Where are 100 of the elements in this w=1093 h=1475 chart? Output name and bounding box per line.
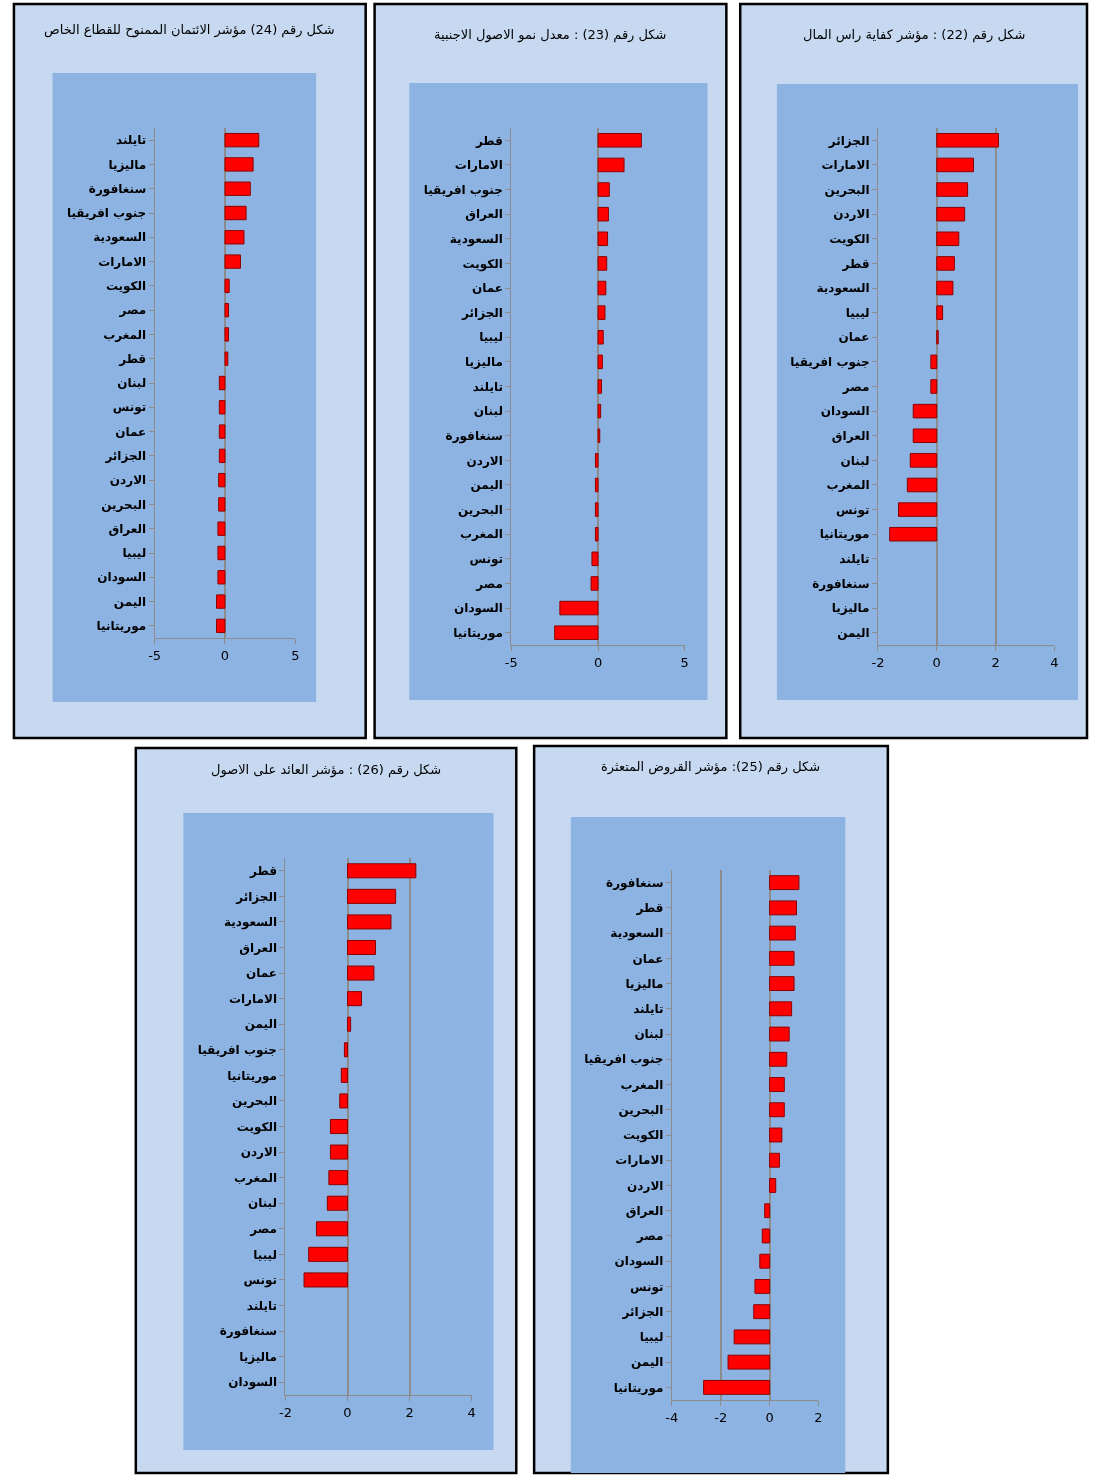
x-tick-label: 0 (593, 654, 603, 670)
x-tick-label: 5 (680, 654, 689, 670)
y-tick-label: قطر (118, 351, 147, 366)
bar (590, 576, 599, 591)
y-tick-label: مصر (841, 379, 870, 394)
bar (217, 570, 226, 585)
bar (769, 925, 796, 941)
bar (769, 1127, 783, 1143)
y-tick-label: العراق (239, 940, 278, 955)
bar (326, 1195, 349, 1211)
bar (224, 351, 229, 366)
y-tick-label: سنغافورة (445, 428, 503, 444)
bar (597, 354, 603, 370)
bar (559, 600, 599, 616)
chart-title: شكل رقم (22) : مؤشر كفاية راس المال (803, 27, 1026, 43)
y-tick-label: الامارات (615, 1153, 664, 1168)
y-tick-label: تايلند (633, 1002, 664, 1017)
bar (591, 551, 599, 567)
bar (936, 157, 974, 173)
y-tick-label: مصر (118, 303, 147, 318)
y-tick-label: الكويت (105, 279, 147, 295)
y-tick-label: اليمن (113, 594, 147, 609)
bar (224, 132, 260, 148)
y-tick-label: البحرين (458, 502, 503, 517)
bar (898, 502, 938, 517)
bar (224, 327, 229, 342)
y-tick-label: سنغافورة (606, 875, 664, 891)
bar (594, 453, 599, 468)
x-tick-label: -2 (871, 654, 885, 670)
bar (224, 230, 245, 245)
y-tick-label: قطر (249, 863, 278, 878)
x-tick-label: 5 (291, 647, 300, 663)
bar (769, 1001, 793, 1017)
y-tick-label: ماليزيا (831, 601, 870, 616)
bar (597, 133, 642, 148)
x-tick-label: 4 (467, 1404, 476, 1420)
y-tick-label: ليبيا (845, 305, 870, 320)
y-tick-label: مصر (475, 576, 503, 591)
y-tick-label: سنغافورة (219, 1324, 278, 1340)
bar (315, 1221, 349, 1237)
bar (329, 1144, 349, 1160)
y-tick-label: السودان (454, 601, 503, 617)
y-tick-label: موريتانيا (453, 625, 503, 641)
bar (769, 1077, 785, 1092)
bar (936, 305, 944, 320)
bar (218, 375, 226, 391)
x-tick-label: 0 (932, 654, 941, 670)
bar (930, 379, 938, 394)
bar (347, 888, 397, 904)
bar (727, 1354, 771, 1370)
y-tick-label: السعودية (449, 231, 503, 247)
y-tick-label: المغرب (826, 478, 870, 493)
y-tick-label: الامارات (228, 991, 278, 1006)
y-tick-label: الاردن (466, 453, 503, 468)
y-tick-label: موريتانيا (227, 1068, 278, 1084)
bar (224, 205, 247, 221)
bar (597, 256, 608, 271)
bar (597, 403, 602, 419)
x-tick-label: 2 (814, 1409, 823, 1425)
bar (769, 1152, 780, 1168)
y-tick-label: الامارات (821, 158, 870, 173)
bar (224, 181, 251, 196)
y-tick-label: السودان (614, 1254, 664, 1270)
y-tick-label: الجزائر (621, 1304, 664, 1319)
bar (217, 521, 226, 536)
y-tick-label: ماليزيا (625, 976, 664, 991)
bar (769, 976, 795, 992)
x-tick-label: -2 (278, 1404, 292, 1420)
y-tick-label: قطر (474, 133, 503, 148)
bar (769, 950, 795, 966)
bar (769, 1178, 777, 1193)
y-tick-label: الاردن (109, 473, 147, 488)
bar (912, 428, 938, 444)
y-tick-label: ماليزيا (465, 355, 503, 370)
y-tick-label: لبنان (247, 1196, 278, 1211)
y-tick-label: لبنان (634, 1027, 664, 1042)
y-tick-label: تايلند (472, 379, 503, 394)
y-tick-label: اليمن (837, 625, 870, 640)
x-tick-label: -4 (665, 1409, 679, 1425)
bar (769, 900, 797, 916)
bar (218, 497, 226, 512)
bar (224, 302, 229, 318)
y-tick-label: جنوب افريقيا (790, 355, 870, 371)
y-tick-label: لبنان (473, 404, 503, 419)
y-tick-label: موريتانيا (613, 1380, 664, 1396)
y-tick-label: الكويت (829, 231, 870, 247)
y-tick-label: اليمن (631, 1355, 664, 1370)
bar (347, 965, 375, 981)
y-tick-label: تونس (243, 1273, 278, 1289)
y-tick-label: السودان (228, 1375, 278, 1391)
y-tick-label: البحرين (101, 497, 147, 512)
bar (218, 448, 226, 464)
y-tick-label: اليمن (470, 478, 503, 493)
y-tick-label: المغرب (620, 1077, 664, 1092)
bar (218, 400, 226, 415)
y-tick-label: ليبيا (253, 1247, 278, 1262)
x-tick-label: -5 (504, 654, 518, 670)
x-tick-label: 0 (765, 1409, 774, 1425)
y-tick-label: تونس (112, 400, 147, 416)
bar (339, 1093, 349, 1109)
